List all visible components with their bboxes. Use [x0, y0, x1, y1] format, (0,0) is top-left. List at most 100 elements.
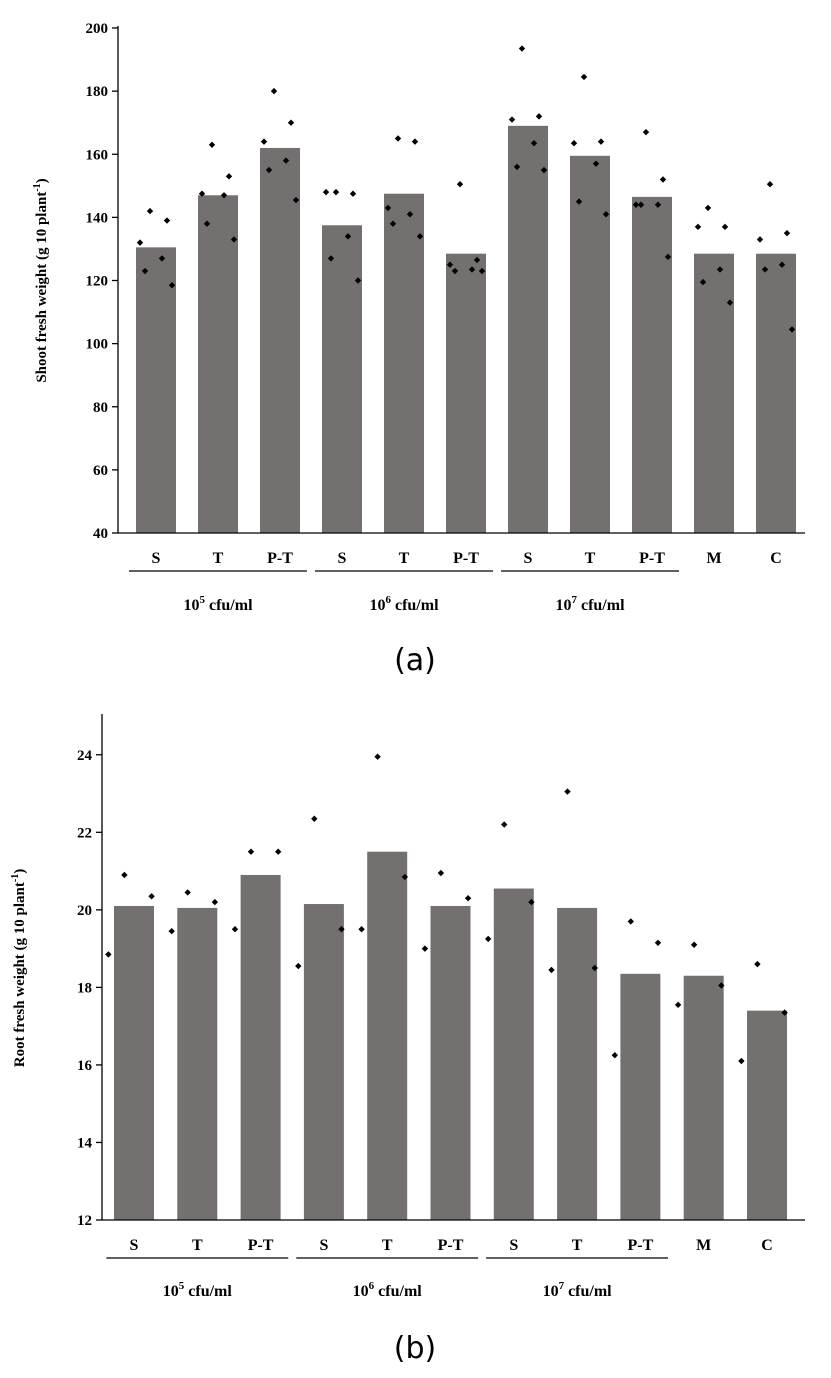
point-0-1 [163, 217, 171, 224]
bar-1 [198, 195, 238, 533]
y-tick-label-1: 14 [77, 1135, 93, 1151]
point-8-4 [637, 201, 645, 208]
point-0-3 [158, 255, 166, 262]
bar-5 [430, 905, 471, 1220]
point-6-2 [508, 116, 516, 123]
category-label-5: P-T [438, 1237, 464, 1254]
category-label-3: S [338, 550, 347, 567]
point-10-1 [783, 229, 791, 237]
point-4-1 [411, 138, 419, 145]
point-3-2 [295, 962, 302, 970]
point-7-0 [564, 788, 571, 795]
point-0-0 [146, 207, 154, 215]
point-1-1 [225, 173, 233, 180]
point-7-4 [575, 198, 583, 205]
point-10-0 [754, 960, 761, 968]
bar-8 [632, 196, 672, 533]
point-4-1 [401, 873, 408, 881]
point-3-3 [344, 233, 352, 240]
point-9-1 [721, 223, 729, 231]
point-6-5 [540, 166, 548, 174]
point-9-3 [716, 266, 724, 273]
category-label-2: P-T [267, 550, 293, 567]
category-label-10: C [770, 550, 782, 567]
y-tick-label-1: 60 [93, 463, 108, 479]
point-7-2 [548, 966, 555, 974]
point-10-1 [781, 1009, 788, 1016]
point-10-2 [738, 1057, 745, 1065]
point-9-2 [694, 223, 702, 231]
point-3-5 [354, 277, 362, 284]
point-5-3 [468, 266, 476, 273]
point-1-0 [184, 889, 191, 896]
point-8-2 [632, 201, 640, 208]
point-5-1 [473, 256, 481, 264]
category-label-4: T [399, 550, 410, 567]
point-5-2 [446, 261, 454, 268]
point-2-1 [275, 848, 282, 855]
bar-2 [260, 147, 300, 533]
point-4-0 [374, 753, 381, 760]
panel-label: (b) [394, 1331, 436, 1366]
point-6-2 [485, 935, 492, 943]
point-9-1 [718, 982, 725, 989]
y-tick-label-2: 80 [93, 400, 108, 416]
bar-6 [493, 888, 534, 1220]
point-10-0 [766, 181, 774, 188]
point-2-4 [265, 166, 273, 174]
point-2-1 [287, 119, 295, 126]
category-label-3: S [319, 1237, 328, 1254]
category-label-4: T [382, 1237, 393, 1254]
point-7-5 [602, 211, 610, 218]
chart-shoot-fresh-weight: 40 60 80 100 120 140 160 180 200 S T P-T S T P-T S T P-T M… [32, 21, 805, 678]
point-1-3 [220, 192, 228, 199]
bar-0 [136, 247, 176, 533]
point-0-4 [141, 267, 149, 275]
point-5-1 [464, 895, 472, 902]
y-tick-label-4: 20 [77, 903, 92, 919]
point-1-0 [208, 141, 216, 148]
category-label-7: T [572, 1237, 583, 1254]
point-8-2 [611, 1052, 618, 1059]
y-tick-label-6: 24 [77, 748, 93, 764]
point-9-0 [690, 941, 698, 948]
point-2-0 [247, 848, 255, 855]
point-9-5 [726, 299, 734, 306]
point-10-4 [761, 266, 769, 273]
bar-0 [114, 905, 154, 1220]
point-7-2 [570, 140, 578, 147]
group-label-2: 107 cfu/ml [555, 594, 625, 614]
point-0-5 [168, 282, 176, 289]
bar-9 [683, 975, 724, 1220]
point-2-5 [292, 196, 300, 204]
point-6-1 [535, 113, 543, 120]
point-3-1 [338, 926, 345, 933]
point-9-2 [674, 1001, 682, 1009]
point-4-2 [384, 204, 392, 212]
point-8-5 [664, 253, 672, 261]
point-9-4 [699, 278, 707, 286]
point-1-4 [203, 220, 211, 227]
point-8-1 [659, 176, 667, 183]
category-label-0: S [130, 1237, 139, 1254]
point-6-0 [501, 821, 508, 828]
category-label-8: P-T [628, 1237, 654, 1254]
point-2-3 [282, 157, 290, 164]
panel-label: (a) [394, 643, 436, 678]
group-label-1: 106 cfu/ml [353, 1280, 423, 1300]
point-3-0 [332, 188, 340, 196]
point-3-1 [349, 190, 357, 197]
y-tick-label-4: 120 [86, 274, 109, 290]
point-2-0 [270, 87, 278, 95]
category-label-9: M [696, 1237, 711, 1254]
point-6-1 [528, 898, 535, 906]
point-2-2 [231, 926, 239, 933]
category-label-0: S [152, 550, 161, 567]
point-8-1 [654, 939, 662, 946]
group-label-0: 105 cfu/ml [183, 594, 253, 614]
group-label-1: 106 cfu/ml [369, 594, 439, 614]
bar-10 [756, 253, 796, 533]
point-6-3 [530, 140, 538, 147]
bar-1 [177, 907, 218, 1220]
